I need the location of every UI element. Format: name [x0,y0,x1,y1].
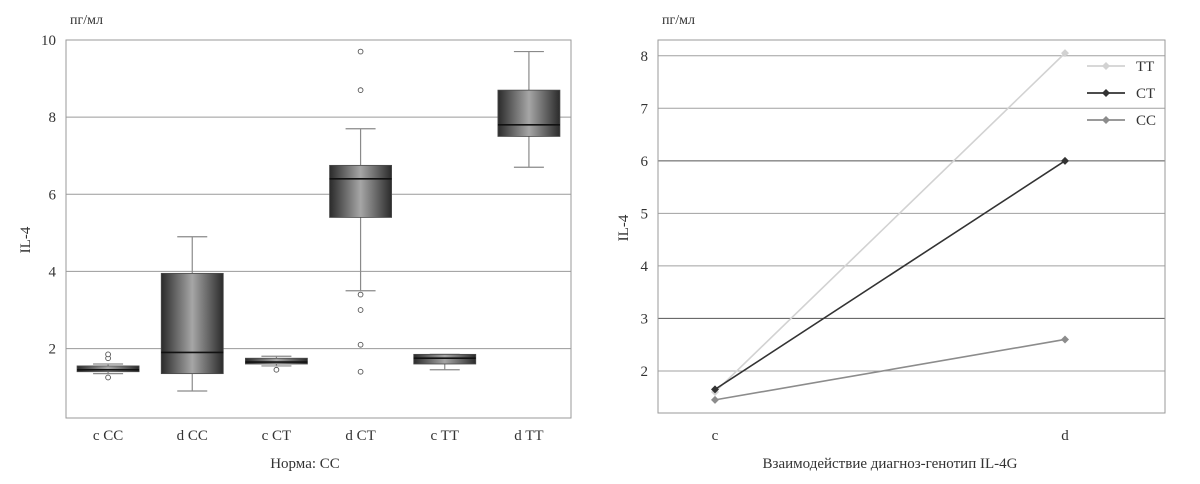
box-outlier [357,48,364,55]
right-gridlines [658,55,1165,372]
legend-item-tt: TT [1087,59,1154,75]
box-outlier [357,291,364,298]
right-x-axis-label: Взаимодействие диагноз-генотип IL-4G [763,456,1018,472]
box-d-ct [329,48,392,375]
box-iqr [413,353,477,365]
left-y-tick-labels: 2 4 6 8 10 [41,33,57,358]
series-line [714,338,1066,401]
legend-label: CC [1136,113,1156,129]
right-plot-frame [657,39,1166,414]
right-series [711,49,1069,404]
left-boxes [76,48,561,392]
box-iqr [497,89,561,137]
series-point [1061,335,1069,344]
left-unit-label: пг/мл [70,13,103,28]
left-y-tick-label: 8 [49,110,57,126]
series-point [1061,156,1069,165]
right-y-tick-label: 4 [641,259,649,275]
right-y-axis-label: IL-4 [616,214,632,241]
left-x-tick-label: d TT [514,428,543,444]
left-y-tick-label: 2 [49,342,57,358]
box-outlier [105,351,111,358]
left-x-axis-label: Норма: CC [270,456,340,472]
box-outlier [273,366,280,373]
right-y-tick-labels: 2 3 4 5 6 7 8 [641,49,649,380]
left-x-tick-label: d CC [177,428,208,444]
box-outlier [105,374,111,381]
box-iqr [245,357,308,365]
right-x-tick-label: d [1061,428,1069,444]
series-point [1061,49,1069,58]
right-y-tick-label: 6 [641,154,649,170]
right-unit-label: пг/мл [662,13,695,28]
legend-swatch-marker [1102,89,1110,97]
right-x-tick-label: c [712,428,719,444]
left-x-tick-label: c CT [262,428,292,444]
right-y-tick-label: 8 [641,49,649,65]
legend-label: TT [1136,59,1154,75]
legend-label: CT [1136,86,1155,102]
box-outlier [357,87,364,93]
series-line [714,160,1066,391]
left-y-axis-label: IL-4 [18,226,34,253]
left-y-tick-label: 6 [49,187,57,203]
box-c-cc [76,351,140,381]
box-c-tt [413,353,477,371]
series-line [714,52,1066,393]
legend-swatch-marker [1102,116,1110,124]
left-y-tick-label: 10 [41,33,56,49]
series-cc [711,335,1069,404]
series-tt [711,49,1069,396]
box-iqr [160,272,224,375]
box-iqr [76,365,140,373]
box-c-ct [245,355,308,373]
legend-item-ct: CT [1087,86,1155,102]
left-y-tick-label: 4 [49,264,57,280]
box-d-tt [497,50,561,168]
series-ct [711,156,1069,394]
legend-item-cc: CC [1087,113,1156,129]
left-plot-frame [65,39,572,419]
right-y-tick-label: 2 [641,364,649,380]
legend: TT CT CC [1087,59,1156,129]
box-outlier [357,368,364,375]
right-y-tick-label: 3 [641,311,649,327]
box-outlier [357,307,364,313]
box-outlier [357,341,364,348]
left-x-tick-labels: c CC d CC c CT d CT c TT d TT [93,428,544,444]
box-iqr [329,164,392,218]
box-plot-chart: пг/мл IL-4 Норма: CC 2 4 6 8 10 c CC d CC c CT… [18,13,572,472]
series-point [711,395,719,404]
box-d-cc [160,236,224,392]
line-chart: пг/мл IL-4 Взаимодействие диагноз-геноти… [616,13,1166,472]
left-x-tick-label: c CC [93,428,123,444]
left-gridlines [66,39,571,350]
legend-swatch-marker [1102,62,1110,70]
series-point [711,385,719,394]
right-y-tick-label: 5 [641,206,649,222]
left-x-tick-label: c TT [431,428,459,444]
right-y-tick-label: 7 [641,101,649,117]
left-x-tick-label: d CT [345,428,375,444]
